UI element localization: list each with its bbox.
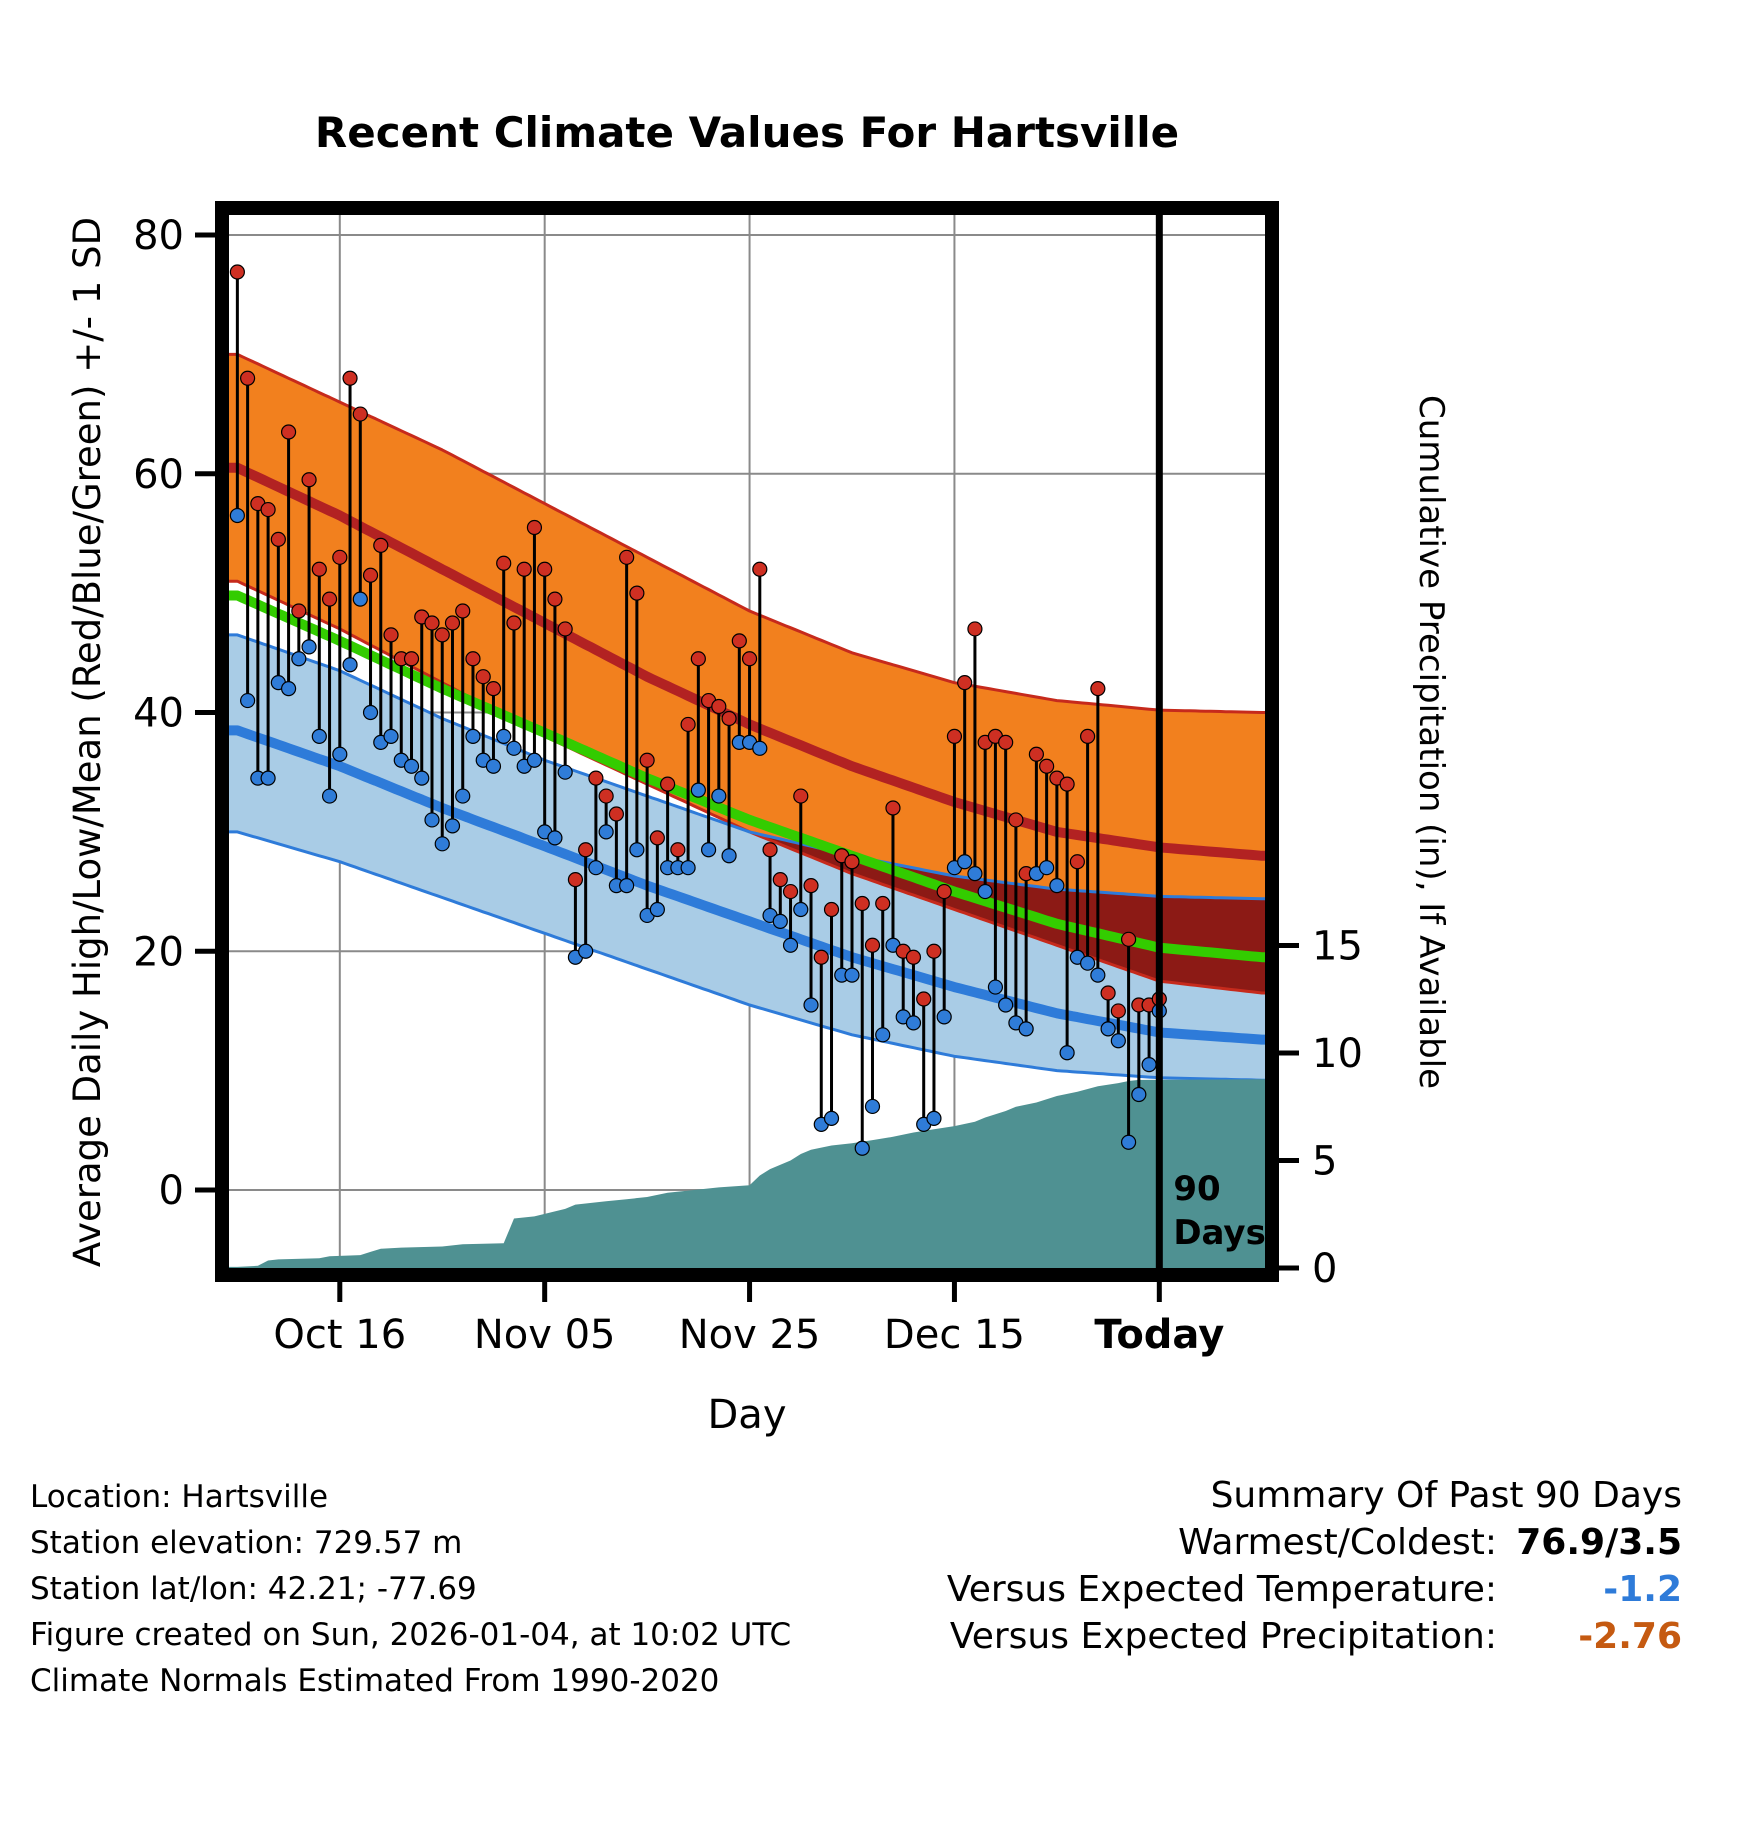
summary-row-vs-temperature: Versus Expected Temperature: -1.2: [947, 1566, 1682, 1613]
summary-panel: Summary Of Past 90 Days Warmest/Coldest:…: [947, 1472, 1682, 1660]
summary-title: Summary Of Past 90 Days: [1210, 1475, 1682, 1516]
svg-text:15: 15: [1312, 924, 1363, 970]
summary-row-value: -2.76: [1578, 1616, 1682, 1657]
summary-row-label: Warmest/Coldest:: [1178, 1522, 1497, 1563]
station-info: Location: Hartsville Station elevation: …: [30, 1474, 791, 1704]
svg-text:Average Daily High/Low/Mean (R: Average Daily High/Low/Mean (Red/Blue/Gr…: [66, 217, 109, 1267]
summary-row-warmest-coldest: Warmest/Coldest: 76.9/3.5: [947, 1519, 1682, 1566]
normals-source: Climate Normals Estimated From 1990-2020: [30, 1663, 720, 1699]
summary-row-vs-precipitation: Versus Expected Precipitation: -2.76: [947, 1613, 1682, 1660]
svg-text:40: 40: [133, 691, 184, 737]
summary-row-label: Versus Expected Temperature:: [946, 1569, 1497, 1610]
station-latlon: Station lat/lon: 42.21; -77.69: [30, 1571, 477, 1607]
chart-title: Recent Climate Values For Hartsville: [314, 108, 1180, 157]
svg-text:90: 90: [1173, 1169, 1220, 1209]
plot-frame: [215, 201, 1279, 1282]
station-elevation: Station elevation: 729.57 m: [30, 1525, 463, 1561]
daily-observations: [229, 264, 1167, 1156]
svg-text:5: 5: [1312, 1139, 1337, 1185]
svg-text:0: 0: [1312, 1246, 1337, 1292]
svg-text:10: 10: [1312, 1031, 1363, 1077]
svg-text:Day: Day: [708, 1392, 787, 1438]
svg-text:Oct 16: Oct 16: [273, 1312, 406, 1358]
svg-text:Cumulative Precipitation (in),: Cumulative Precipitation (in), If Availa…: [1411, 395, 1451, 1089]
mean-low-line: [222, 725, 1272, 1045]
summary-row-value: 76.9/3.5: [1516, 1522, 1682, 1563]
precip-area: [222, 1079, 1272, 1268]
svg-text:20: 20: [133, 929, 184, 975]
axes: 80 60 40 20 0 15 10 5 0 Oct 16 Nov 05 Nov 25 Dec 15 T…: [66, 213, 1451, 1438]
summary-row-label: Versus Expected Precipitation:: [949, 1616, 1497, 1657]
low-minus-sd-line: [222, 830, 1272, 1082]
svg-text:Days: Days: [1173, 1213, 1266, 1253]
svg-text:Nov 25: Nov 25: [679, 1312, 821, 1358]
summary-row-value: -1.2: [1603, 1569, 1682, 1610]
svg-text:80: 80: [133, 213, 184, 259]
figure-created: Figure created on Sun, 2026-01-04, at 10…: [30, 1617, 792, 1653]
svg-text:Today: Today: [1094, 1312, 1224, 1358]
svg-text:Nov 05: Nov 05: [474, 1312, 616, 1358]
svg-text:60: 60: [133, 452, 184, 498]
svg-text:0: 0: [159, 1168, 184, 1214]
svg-text:Dec 15: Dec 15: [884, 1312, 1025, 1358]
station-location: Location: Hartsville: [30, 1479, 329, 1515]
high-temp-band: [222, 354, 1272, 993]
